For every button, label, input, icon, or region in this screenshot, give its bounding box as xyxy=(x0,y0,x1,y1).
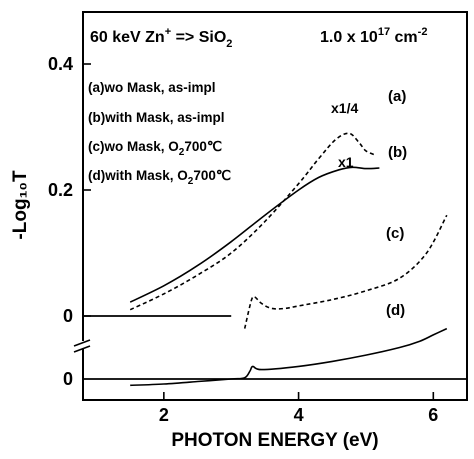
series-c-line xyxy=(243,214,448,329)
curve-label-c: (c) xyxy=(386,225,404,242)
legend-entry-c: (c)wo Mask, O2700℃ xyxy=(88,139,223,158)
series-d-line xyxy=(130,327,448,387)
curve-label-a: (a) xyxy=(388,88,406,105)
legend: (a)wo Mask, as-impl (b)with Mask, as-imp… xyxy=(88,80,232,187)
series-b-line xyxy=(129,166,380,303)
axes-layer: 0.4 0.2 0 0 2 4 6 xyxy=(48,54,467,425)
axis-break-mark xyxy=(73,345,91,353)
x-tick-label: 6 xyxy=(428,405,438,425)
multiplier-label-a: x1/4 xyxy=(331,100,358,116)
plot-frame xyxy=(82,11,468,401)
axis-break-mark xyxy=(73,339,91,347)
y-tick-label: 0 xyxy=(63,369,73,389)
multiplier-label-b: x1 xyxy=(338,154,354,170)
labels-layer: (a) (b) (c) (d) x1/4 x1 xyxy=(331,88,407,319)
legend-entry-a: (a)wo Mask, as-impl xyxy=(88,80,216,95)
x-tick-label: 4 xyxy=(294,405,304,425)
x-axis-label: PHOTON ENERGY (eV) xyxy=(171,430,378,451)
axis-break-gap xyxy=(79,341,87,348)
header-right: 1.0 x 1017 cm-2 xyxy=(320,26,427,46)
legend-entry-b: (b)with Mask, as-impl xyxy=(88,110,225,125)
y-axis-label: -Log₁₀T xyxy=(10,170,31,240)
y-tick-label: 0.2 xyxy=(48,180,73,200)
y-tick-label: 0 xyxy=(63,306,73,326)
header-left: 60 keV Zn+ => SiO2 xyxy=(90,26,232,50)
x-tick-label: 2 xyxy=(159,405,169,425)
y-tick-label: 0.4 xyxy=(48,54,73,74)
curve-label-d: (d) xyxy=(386,302,405,319)
series-a-line xyxy=(129,132,377,311)
legend-entry-d: (d)with Mask, O2700℃ xyxy=(88,168,232,187)
curve-label-b: (b) xyxy=(388,144,407,161)
series-layer xyxy=(129,132,448,387)
